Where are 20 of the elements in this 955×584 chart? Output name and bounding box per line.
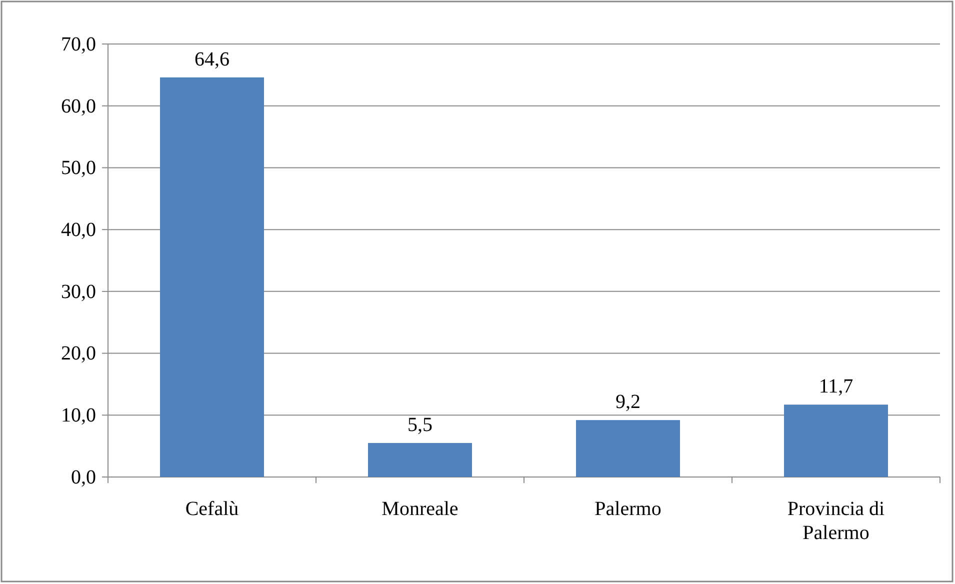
x-tick-label: Palermo: [594, 498, 662, 520]
bar: [368, 442, 472, 477]
data-label: 9,2: [616, 391, 640, 414]
bar: [160, 77, 264, 477]
data-label: 64,6: [194, 48, 230, 70]
y-tick-label: 60,0: [61, 95, 96, 118]
y-tick-label: 20,0: [61, 342, 96, 365]
x-tick-label: Cefalù: [185, 498, 239, 520]
bar: [576, 420, 680, 477]
data-label: 11,7: [818, 376, 854, 398]
data-label: 5,5: [408, 414, 432, 436]
x-tick-label: Provincia di Palermo: [787, 498, 886, 544]
y-tick-label: 40,0: [61, 218, 96, 241]
x-tick-label: Monreale: [382, 498, 458, 520]
y-tick-label: 30,0: [61, 280, 96, 303]
y-tick-label: 50,0: [61, 157, 96, 180]
y-tick-label: 0,0: [71, 466, 96, 488]
bar: [784, 404, 888, 477]
y-tick-label: 70,0: [61, 33, 96, 56]
y-tick-label: 10,0: [61, 404, 96, 427]
